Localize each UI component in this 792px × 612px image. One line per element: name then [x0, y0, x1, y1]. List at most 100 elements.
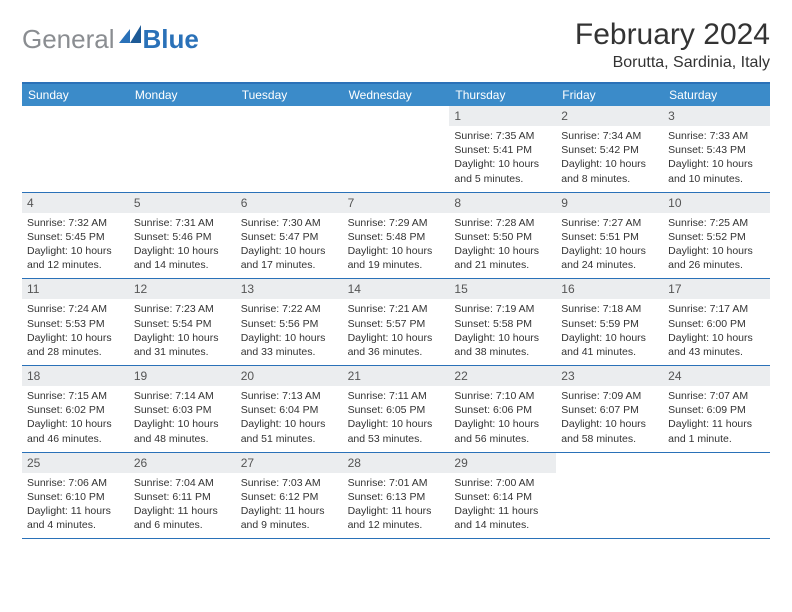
calendar: Sunday Monday Tuesday Wednesday Thursday… [22, 82, 770, 539]
dow-sunday: Sunday [22, 84, 129, 106]
day-body: Sunrise: 7:28 AMSunset: 5:50 PMDaylight:… [449, 213, 556, 279]
week-row: 4Sunrise: 7:32 AMSunset: 5:45 PMDaylight… [22, 193, 770, 280]
day-number: 27 [236, 453, 343, 473]
day-cell: 26Sunrise: 7:04 AMSunset: 6:11 PMDayligh… [129, 453, 236, 539]
day-cell: 12Sunrise: 7:23 AMSunset: 5:54 PMDayligh… [129, 279, 236, 365]
sunset-text: Sunset: 5:42 PM [561, 143, 658, 157]
day-number: 12 [129, 279, 236, 299]
day-body: Sunrise: 7:17 AMSunset: 6:00 PMDaylight:… [663, 299, 770, 365]
daylight-text: Daylight: 10 hours and 12 minutes. [27, 244, 124, 272]
day-cell: 2Sunrise: 7:34 AMSunset: 5:42 PMDaylight… [556, 106, 663, 192]
daylight-text: Daylight: 10 hours and 56 minutes. [454, 417, 551, 445]
day-body: Sunrise: 7:10 AMSunset: 6:06 PMDaylight:… [449, 386, 556, 452]
daylight-text: Daylight: 10 hours and 41 minutes. [561, 331, 658, 359]
day-cell: 4Sunrise: 7:32 AMSunset: 5:45 PMDaylight… [22, 193, 129, 279]
day-number: 1 [449, 106, 556, 126]
day-body: Sunrise: 7:04 AMSunset: 6:11 PMDaylight:… [129, 473, 236, 539]
sunset-text: Sunset: 6:02 PM [27, 403, 124, 417]
sunrise-text: Sunrise: 7:31 AM [134, 216, 231, 230]
day-body: Sunrise: 7:23 AMSunset: 5:54 PMDaylight:… [129, 299, 236, 365]
daylight-text: Daylight: 11 hours and 1 minute. [668, 417, 765, 445]
day-number: 6 [236, 193, 343, 213]
sunrise-text: Sunrise: 7:30 AM [241, 216, 338, 230]
dow-monday: Monday [129, 84, 236, 106]
daylight-text: Daylight: 10 hours and 21 minutes. [454, 244, 551, 272]
day-number: 7 [343, 193, 450, 213]
day-body: Sunrise: 7:33 AMSunset: 5:43 PMDaylight:… [663, 126, 770, 192]
day-number: 16 [556, 279, 663, 299]
week-row: 1Sunrise: 7:35 AMSunset: 5:41 PMDaylight… [22, 106, 770, 193]
day-number: 28 [343, 453, 450, 473]
daylight-text: Daylight: 10 hours and 5 minutes. [454, 157, 551, 185]
day-cell: 20Sunrise: 7:13 AMSunset: 6:04 PMDayligh… [236, 366, 343, 452]
sunrise-text: Sunrise: 7:13 AM [241, 389, 338, 403]
sunrise-text: Sunrise: 7:18 AM [561, 302, 658, 316]
daylight-text: Daylight: 10 hours and 36 minutes. [348, 331, 445, 359]
day-number: 22 [449, 366, 556, 386]
day-cell [556, 453, 663, 539]
sunset-text: Sunset: 5:51 PM [561, 230, 658, 244]
sunrise-text: Sunrise: 7:06 AM [27, 476, 124, 490]
day-cell: 28Sunrise: 7:01 AMSunset: 6:13 PMDayligh… [343, 453, 450, 539]
sunset-text: Sunset: 6:14 PM [454, 490, 551, 504]
sunrise-text: Sunrise: 7:29 AM [348, 216, 445, 230]
weeks-container: 1Sunrise: 7:35 AMSunset: 5:41 PMDaylight… [22, 106, 770, 539]
sunrise-text: Sunrise: 7:34 AM [561, 129, 658, 143]
daylight-text: Daylight: 11 hours and 6 minutes. [134, 504, 231, 532]
daylight-text: Daylight: 11 hours and 14 minutes. [454, 504, 551, 532]
dow-row: Sunday Monday Tuesday Wednesday Thursday… [22, 84, 770, 106]
day-body: Sunrise: 7:14 AMSunset: 6:03 PMDaylight:… [129, 386, 236, 452]
daylight-text: Daylight: 10 hours and 8 minutes. [561, 157, 658, 185]
day-cell: 25Sunrise: 7:06 AMSunset: 6:10 PMDayligh… [22, 453, 129, 539]
day-number: 23 [556, 366, 663, 386]
dow-tuesday: Tuesday [236, 84, 343, 106]
sunset-text: Sunset: 5:50 PM [454, 230, 551, 244]
sunrise-text: Sunrise: 7:11 AM [348, 389, 445, 403]
day-body: Sunrise: 7:00 AMSunset: 6:14 PMDaylight:… [449, 473, 556, 539]
day-cell [343, 106, 450, 192]
day-cell: 18Sunrise: 7:15 AMSunset: 6:02 PMDayligh… [22, 366, 129, 452]
day-cell [129, 106, 236, 192]
sunset-text: Sunset: 5:52 PM [668, 230, 765, 244]
daylight-text: Daylight: 10 hours and 10 minutes. [668, 157, 765, 185]
logo-mark-icon [119, 25, 141, 43]
day-cell: 1Sunrise: 7:35 AMSunset: 5:41 PMDaylight… [449, 106, 556, 192]
day-body: Sunrise: 7:01 AMSunset: 6:13 PMDaylight:… [343, 473, 450, 539]
day-body: Sunrise: 7:19 AMSunset: 5:58 PMDaylight:… [449, 299, 556, 365]
sunset-text: Sunset: 5:48 PM [348, 230, 445, 244]
daylight-text: Daylight: 10 hours and 17 minutes. [241, 244, 338, 272]
daylight-text: Daylight: 10 hours and 48 minutes. [134, 417, 231, 445]
day-body: Sunrise: 7:32 AMSunset: 5:45 PMDaylight:… [22, 213, 129, 279]
logo-text-blue: Blue [143, 24, 199, 55]
daylight-text: Daylight: 10 hours and 43 minutes. [668, 331, 765, 359]
daylight-text: Daylight: 10 hours and 38 minutes. [454, 331, 551, 359]
sunrise-text: Sunrise: 7:19 AM [454, 302, 551, 316]
sunrise-text: Sunrise: 7:00 AM [454, 476, 551, 490]
sunset-text: Sunset: 5:45 PM [27, 230, 124, 244]
day-cell: 21Sunrise: 7:11 AMSunset: 6:05 PMDayligh… [343, 366, 450, 452]
sunrise-text: Sunrise: 7:28 AM [454, 216, 551, 230]
sunset-text: Sunset: 6:07 PM [561, 403, 658, 417]
daylight-text: Daylight: 11 hours and 12 minutes. [348, 504, 445, 532]
day-body: Sunrise: 7:06 AMSunset: 6:10 PMDaylight:… [22, 473, 129, 539]
day-number: 18 [22, 366, 129, 386]
sunset-text: Sunset: 6:09 PM [668, 403, 765, 417]
day-cell: 8Sunrise: 7:28 AMSunset: 5:50 PMDaylight… [449, 193, 556, 279]
daylight-text: Daylight: 10 hours and 58 minutes. [561, 417, 658, 445]
day-body: Sunrise: 7:34 AMSunset: 5:42 PMDaylight:… [556, 126, 663, 192]
day-body: Sunrise: 7:25 AMSunset: 5:52 PMDaylight:… [663, 213, 770, 279]
month-title: February 2024 [575, 18, 770, 52]
daylight-text: Daylight: 10 hours and 28 minutes. [27, 331, 124, 359]
sunrise-text: Sunrise: 7:32 AM [27, 216, 124, 230]
sunset-text: Sunset: 5:46 PM [134, 230, 231, 244]
day-body: Sunrise: 7:03 AMSunset: 6:12 PMDaylight:… [236, 473, 343, 539]
sunrise-text: Sunrise: 7:10 AM [454, 389, 551, 403]
day-body: Sunrise: 7:35 AMSunset: 5:41 PMDaylight:… [449, 126, 556, 192]
day-number: 19 [129, 366, 236, 386]
day-body: Sunrise: 7:24 AMSunset: 5:53 PMDaylight:… [22, 299, 129, 365]
day-body: Sunrise: 7:15 AMSunset: 6:02 PMDaylight:… [22, 386, 129, 452]
daylight-text: Daylight: 10 hours and 46 minutes. [27, 417, 124, 445]
sunrise-text: Sunrise: 7:22 AM [241, 302, 338, 316]
day-number: 14 [343, 279, 450, 299]
day-number: 25 [22, 453, 129, 473]
